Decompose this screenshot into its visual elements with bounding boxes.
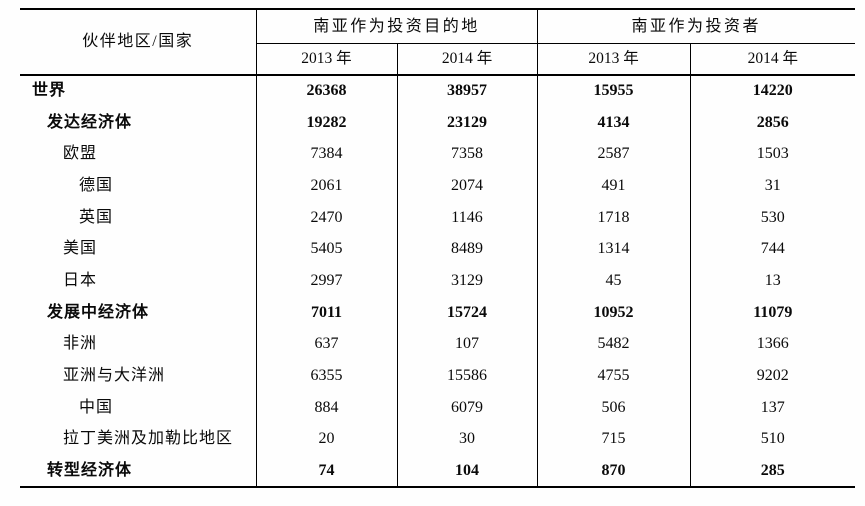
value-cell-investor-2013: 491 xyxy=(536,170,691,202)
value-cell-destination-2013: 884 xyxy=(255,391,397,424)
value-cell-investor-2014: 1366 xyxy=(689,328,856,361)
investment-table: 伙伴地区/国家 南亚作为投资目的地 南亚作为投资者 2013 年 2014 年 … xyxy=(20,8,856,488)
table-row: 欧盟 7384 7358 2587 1503 xyxy=(20,138,856,171)
value-cell-investor-2014: 31 xyxy=(689,170,856,202)
value-cell-investor-2014: 14220 xyxy=(689,75,856,107)
value-cell-destination-2014: 8489 xyxy=(396,233,538,266)
table-row: 德国 2061 2074 491 31 xyxy=(20,170,856,202)
row-label-cell: 美国 xyxy=(63,240,98,258)
value-cell-investor-2013: 715 xyxy=(536,423,691,456)
value-cell-investor-2013: 2587 xyxy=(536,138,691,171)
value-cell-destination-2013: 26368 xyxy=(255,75,397,107)
value-cell-destination-2014: 15586 xyxy=(396,360,538,392)
table-row: 发展中经济体 7011 15724 10952 11079 xyxy=(20,296,856,329)
table-row: 英国 2470 1146 1718 530 xyxy=(20,201,856,234)
value-cell-investor-2013: 1314 xyxy=(536,233,691,266)
row-label-cell: 日本 xyxy=(63,271,98,289)
value-cell-destination-2014: 7358 xyxy=(396,138,538,171)
value-cell-destination-2014: 30 xyxy=(396,423,538,456)
row-label-cell: 拉丁美洲及加勒比地区 xyxy=(63,430,234,448)
row-label-cell: 发展中经济体 xyxy=(47,303,150,321)
value-cell-destination-2013: 20 xyxy=(255,423,397,456)
group-header-investor: 南亚作为投资者 xyxy=(536,9,856,44)
value-cell-destination-2014: 15724 xyxy=(396,296,538,329)
value-cell-destination-2014: 23129 xyxy=(396,106,538,139)
value-cell-investor-2014: 9202 xyxy=(689,360,856,392)
value-cell-investor-2013: 5482 xyxy=(536,328,691,361)
value-cell-investor-2014: 1503 xyxy=(689,138,856,171)
value-cell-investor-2013: 15955 xyxy=(536,75,691,107)
value-cell-destination-2013: 19282 xyxy=(255,106,397,139)
value-cell-investor-2014: 285 xyxy=(689,455,856,487)
value-cell-destination-2013: 637 xyxy=(255,328,397,361)
table-row: 非洲 637 107 5482 1366 xyxy=(20,328,856,361)
table-row: 发达经济体 19282 23129 4134 2856 xyxy=(20,106,856,139)
value-cell-investor-2014: 11079 xyxy=(689,296,856,329)
table-body: 世界 26368 38957 15955 14220 发达经济体 19282 2… xyxy=(20,75,856,487)
investment-table-container: 伙伴地区/国家 南亚作为投资目的地 南亚作为投资者 2013 年 2014 年 … xyxy=(20,8,856,488)
value-cell-investor-2013: 45 xyxy=(536,265,691,297)
row-label-cell: 中国 xyxy=(79,398,114,416)
partner-column-header: 伙伴地区/国家 xyxy=(20,9,257,76)
value-cell-destination-2013: 2061 xyxy=(255,170,397,202)
value-cell-investor-2013: 506 xyxy=(536,391,691,424)
value-cell-investor-2013: 1718 xyxy=(536,201,691,234)
value-cell-investor-2014: 744 xyxy=(689,233,856,266)
value-cell-destination-2013: 2470 xyxy=(255,201,397,234)
value-cell-destination-2013: 6355 xyxy=(255,360,397,392)
table-row: 日本 2997 3129 45 13 xyxy=(20,265,856,297)
value-cell-investor-2014: 137 xyxy=(689,391,856,424)
year-header-investor-2014: 2014 年 xyxy=(689,43,856,76)
value-cell-destination-2014: 6079 xyxy=(396,391,538,424)
value-cell-investor-2013: 870 xyxy=(536,455,691,487)
value-cell-destination-2013: 7384 xyxy=(255,138,397,171)
table-row: 美国 5405 8489 1314 744 xyxy=(20,233,856,266)
table-row: 中国 884 6079 506 137 xyxy=(20,391,856,424)
value-cell-destination-2014: 2074 xyxy=(396,170,538,202)
table-row: 亚洲与大洋洲 6355 15586 4755 9202 xyxy=(20,360,856,392)
row-label-cell: 欧盟 xyxy=(63,145,98,163)
value-cell-destination-2014: 3129 xyxy=(396,265,538,297)
value-cell-destination-2013: 7011 xyxy=(255,296,397,329)
value-cell-destination-2014: 107 xyxy=(396,328,538,361)
value-cell-destination-2014: 1146 xyxy=(396,201,538,234)
value-cell-investor-2013: 10952 xyxy=(536,296,691,329)
row-label-cell: 转型经济体 xyxy=(47,461,133,479)
row-label-cell: 发达经济体 xyxy=(47,113,133,131)
value-cell-destination-2014: 38957 xyxy=(396,75,538,107)
year-header-destination-2013: 2013 年 xyxy=(255,43,397,76)
table-row: 世界 26368 38957 15955 14220 xyxy=(20,75,856,107)
value-cell-investor-2014: 13 xyxy=(689,265,856,297)
row-label-cell: 世界 xyxy=(32,82,67,100)
table-row: 拉丁美洲及加勒比地区 20 30 715 510 xyxy=(20,423,856,456)
row-label-cell: 德国 xyxy=(79,176,114,194)
row-label-cell: 亚洲与大洋洲 xyxy=(63,367,166,385)
year-header-investor-2013: 2013 年 xyxy=(536,43,691,76)
value-cell-destination-2013: 74 xyxy=(255,455,397,487)
value-cell-destination-2013: 2997 xyxy=(255,265,397,297)
value-cell-destination-2014: 104 xyxy=(396,455,538,487)
group-header-row: 伙伴地区/国家 南亚作为投资目的地 南亚作为投资者 xyxy=(20,9,856,76)
value-cell-investor-2014: 2856 xyxy=(689,106,856,139)
value-cell-investor-2013: 4755 xyxy=(536,360,691,392)
value-cell-investor-2013: 4134 xyxy=(536,106,691,139)
value-cell-investor-2014: 510 xyxy=(689,423,856,456)
table-row: 转型经济体 74 104 870 285 xyxy=(20,455,856,487)
row-label-cell: 英国 xyxy=(79,208,114,226)
year-header-destination-2014: 2014 年 xyxy=(396,43,538,76)
row-label-cell: 非洲 xyxy=(63,335,98,353)
group-header-destination: 南亚作为投资目的地 xyxy=(255,9,538,44)
value-cell-investor-2014: 530 xyxy=(689,201,856,234)
year-header-row: 2013 年 2014 年 2013 年 2014 年 xyxy=(20,43,856,76)
value-cell-destination-2013: 5405 xyxy=(255,233,397,266)
